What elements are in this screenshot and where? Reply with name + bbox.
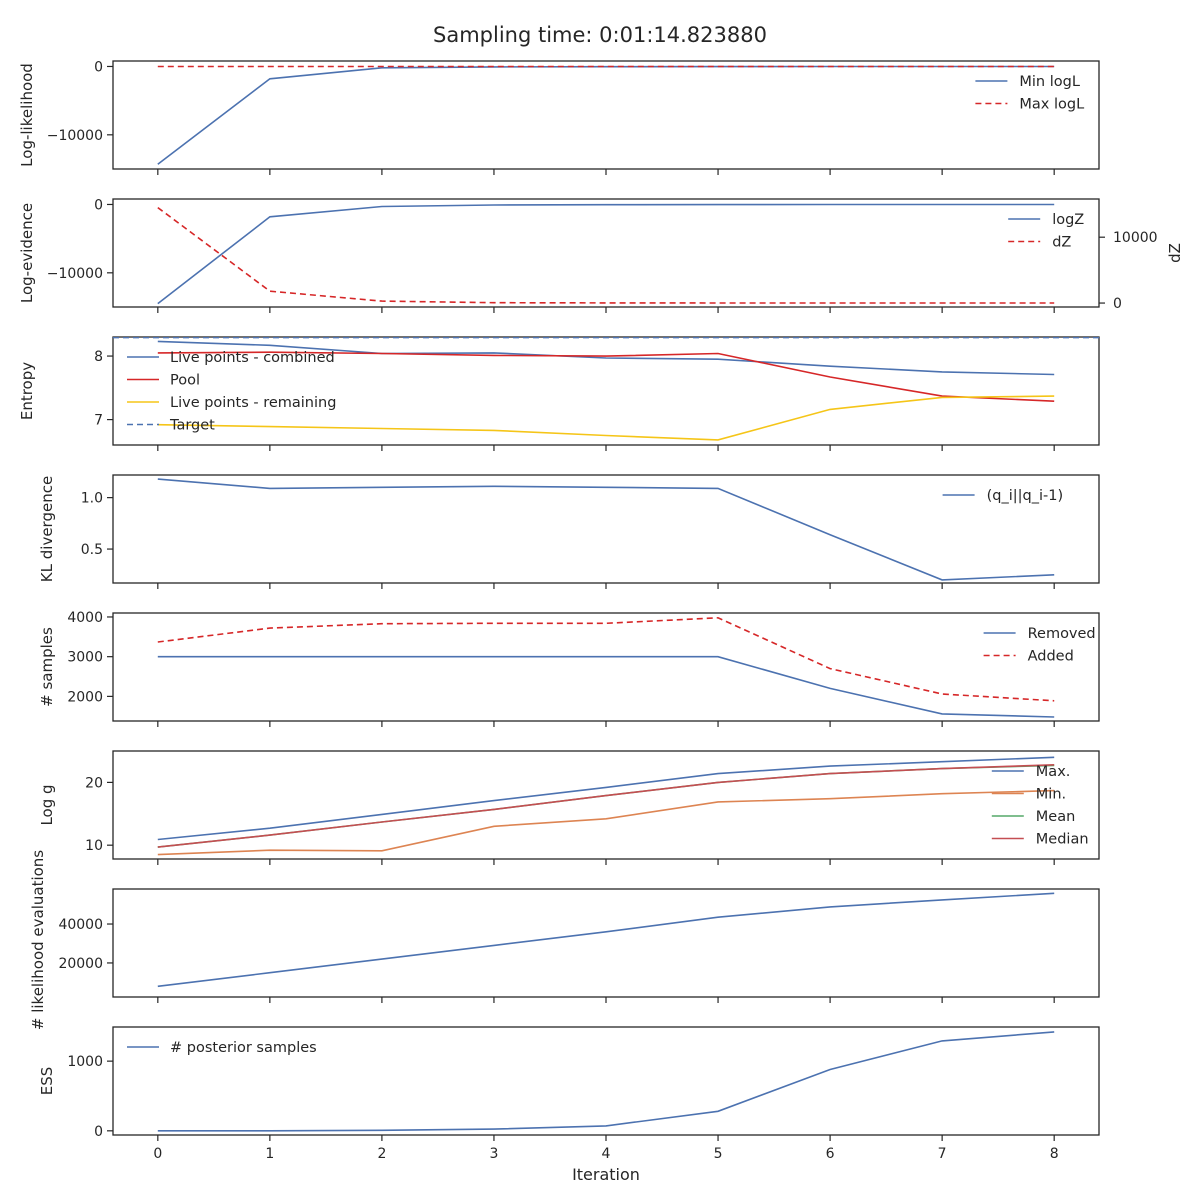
- y-axis-label: ESS: [38, 1067, 56, 1096]
- y-axis-label: Log-likelihood: [18, 63, 36, 167]
- y-tick-label: 20000: [58, 956, 103, 972]
- legend-label: Live points - remaining: [170, 395, 336, 411]
- y-tick-label: 20: [85, 775, 103, 791]
- legend-label: logZ: [1052, 212, 1084, 228]
- panel-1: 0 −10000 Log-likelihood Min logL Max logL: [18, 59, 1100, 175]
- y-tick-label: 7: [94, 413, 103, 429]
- x-tick-label: 8: [1050, 1146, 1059, 1162]
- legend: logZ dZ: [1008, 212, 1084, 251]
- y-tick-label: 10: [85, 838, 103, 854]
- y-tick-label: 1.0: [81, 491, 103, 507]
- legend: (q_i||q_i-1): [942, 488, 1064, 504]
- series-line-added: [157, 616, 1055, 702]
- legend: # posterior samples: [127, 1040, 317, 1056]
- x-tick-label: 7: [938, 1146, 947, 1162]
- panel-2: 0 −10000 Log-evidence 0 10000 dZ logZ dZ: [18, 197, 1184, 313]
- y-tick-label: −10000: [47, 266, 103, 282]
- series-line-dz: [157, 206, 1055, 304]
- axes-frame: [112, 474, 1100, 584]
- legend-label: Mean: [1036, 809, 1076, 825]
- legend: Max. Min. Mean Median: [991, 764, 1089, 848]
- y-right-tick-label: 10000: [1113, 230, 1158, 246]
- panel-4: 1.0 0.5 KL divergence (q_i||q_i-1): [38, 474, 1100, 589]
- legend-label: Target: [169, 418, 215, 434]
- x-tick-label: 3: [489, 1146, 498, 1162]
- panel-6: 20 10 Log g Max. Min. Mean Median: [38, 750, 1100, 865]
- y-axis-label: KL divergence: [38, 476, 56, 582]
- y-axis-label: Entropy: [18, 362, 36, 420]
- legend-label: Min logL: [1019, 74, 1080, 90]
- y-tick-label: 4000: [67, 610, 103, 626]
- series-line-median: [157, 764, 1055, 848]
- y-right-axis-label: dZ: [1166, 243, 1184, 263]
- series-line-logz: [157, 203, 1055, 305]
- y-axis-label: Log-evidence: [18, 203, 36, 303]
- panel-7: 40000 20000 # likelihood evaluations: [29, 850, 1100, 1030]
- x-tick-label: 6: [826, 1146, 835, 1162]
- y-tick-label: −10000: [47, 128, 103, 144]
- series-line-max: [157, 756, 1055, 841]
- legend-label: dZ: [1052, 235, 1071, 251]
- y-axis-label: # likelihood evaluations: [29, 850, 47, 1030]
- panel-5: 4000 3000 2000 # samples Removed Added: [38, 610, 1100, 727]
- y-tick-label: 0: [94, 59, 103, 75]
- x-axis-label: Iteration: [572, 1165, 640, 1184]
- series-line-live-points-remaining: [157, 395, 1055, 441]
- series-line-removed: [157, 655, 1055, 718]
- x-tick-label: 2: [377, 1146, 386, 1162]
- y-tick-label: 40000: [58, 917, 103, 933]
- legend-label: Min.: [1036, 787, 1066, 803]
- legend-label: Pool: [170, 373, 200, 389]
- panel-8: 0 1 2 3 4 5 6 7 8 1000 0 ESS # posterior samples: [38, 1026, 1100, 1162]
- y-axis-label: Log g: [38, 784, 56, 825]
- legend: Min logL Max logL: [975, 74, 1084, 113]
- y-tick-label: 0: [94, 1124, 103, 1140]
- y-axis-label: # samples: [38, 627, 56, 707]
- series-line-q-i-q-i-1: [157, 478, 1055, 581]
- axes-frame: [112, 198, 1100, 308]
- y-tick-label: 1000: [67, 1054, 103, 1070]
- series-line-pool: [157, 351, 1055, 402]
- x-tick-label: 4: [602, 1146, 611, 1162]
- x-tick-label: 5: [714, 1146, 723, 1162]
- series-line-live-points-combined: [157, 340, 1055, 376]
- series-line-mean: [157, 764, 1055, 848]
- legend-label: Median: [1036, 832, 1089, 848]
- legend-label: # posterior samples: [170, 1040, 317, 1056]
- y-tick-label: 3000: [67, 650, 103, 666]
- legend-label: Max.: [1036, 764, 1071, 780]
- axes-frame: [112, 888, 1100, 998]
- series-line-min-logl: [157, 65, 1055, 165]
- legend-label: (q_i||q_i-1): [987, 488, 1064, 504]
- axes-frame: [112, 750, 1100, 860]
- y-tick-label: 2000: [67, 689, 103, 705]
- y-tick-label: 0: [94, 197, 103, 213]
- legend: Removed Added: [983, 626, 1096, 665]
- panels: 0 −10000 Log-likelihood Min logL Max logL 0 −1…: [18, 59, 1184, 1162]
- y-tick-label: 8: [94, 349, 103, 365]
- series-line-data: [157, 892, 1055, 988]
- y-right-tick-label: 0: [1113, 296, 1122, 312]
- legend: Live points - combined Pool Live points - …: [127, 350, 336, 434]
- legend-label: Removed: [1028, 626, 1096, 642]
- series-line-posterior-samples: [157, 1031, 1055, 1132]
- series-line-min: [157, 789, 1055, 856]
- x-tick-label: 1: [265, 1146, 274, 1162]
- figure-title: Sampling time: 0:01:14.823880: [433, 23, 767, 47]
- legend-label: Max logL: [1019, 97, 1084, 113]
- x-tick-label: 0: [153, 1146, 162, 1162]
- axes-frame: [112, 60, 1100, 170]
- y-tick-label: 0.5: [81, 542, 103, 558]
- legend-label: Live points - combined: [170, 350, 335, 366]
- legend-label: Added: [1028, 649, 1074, 665]
